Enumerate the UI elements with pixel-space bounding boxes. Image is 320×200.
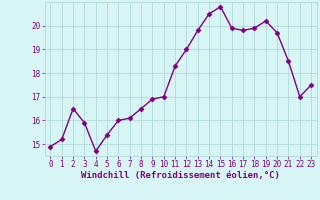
- X-axis label: Windchill (Refroidissement éolien,°C): Windchill (Refroidissement éolien,°C): [81, 171, 280, 180]
